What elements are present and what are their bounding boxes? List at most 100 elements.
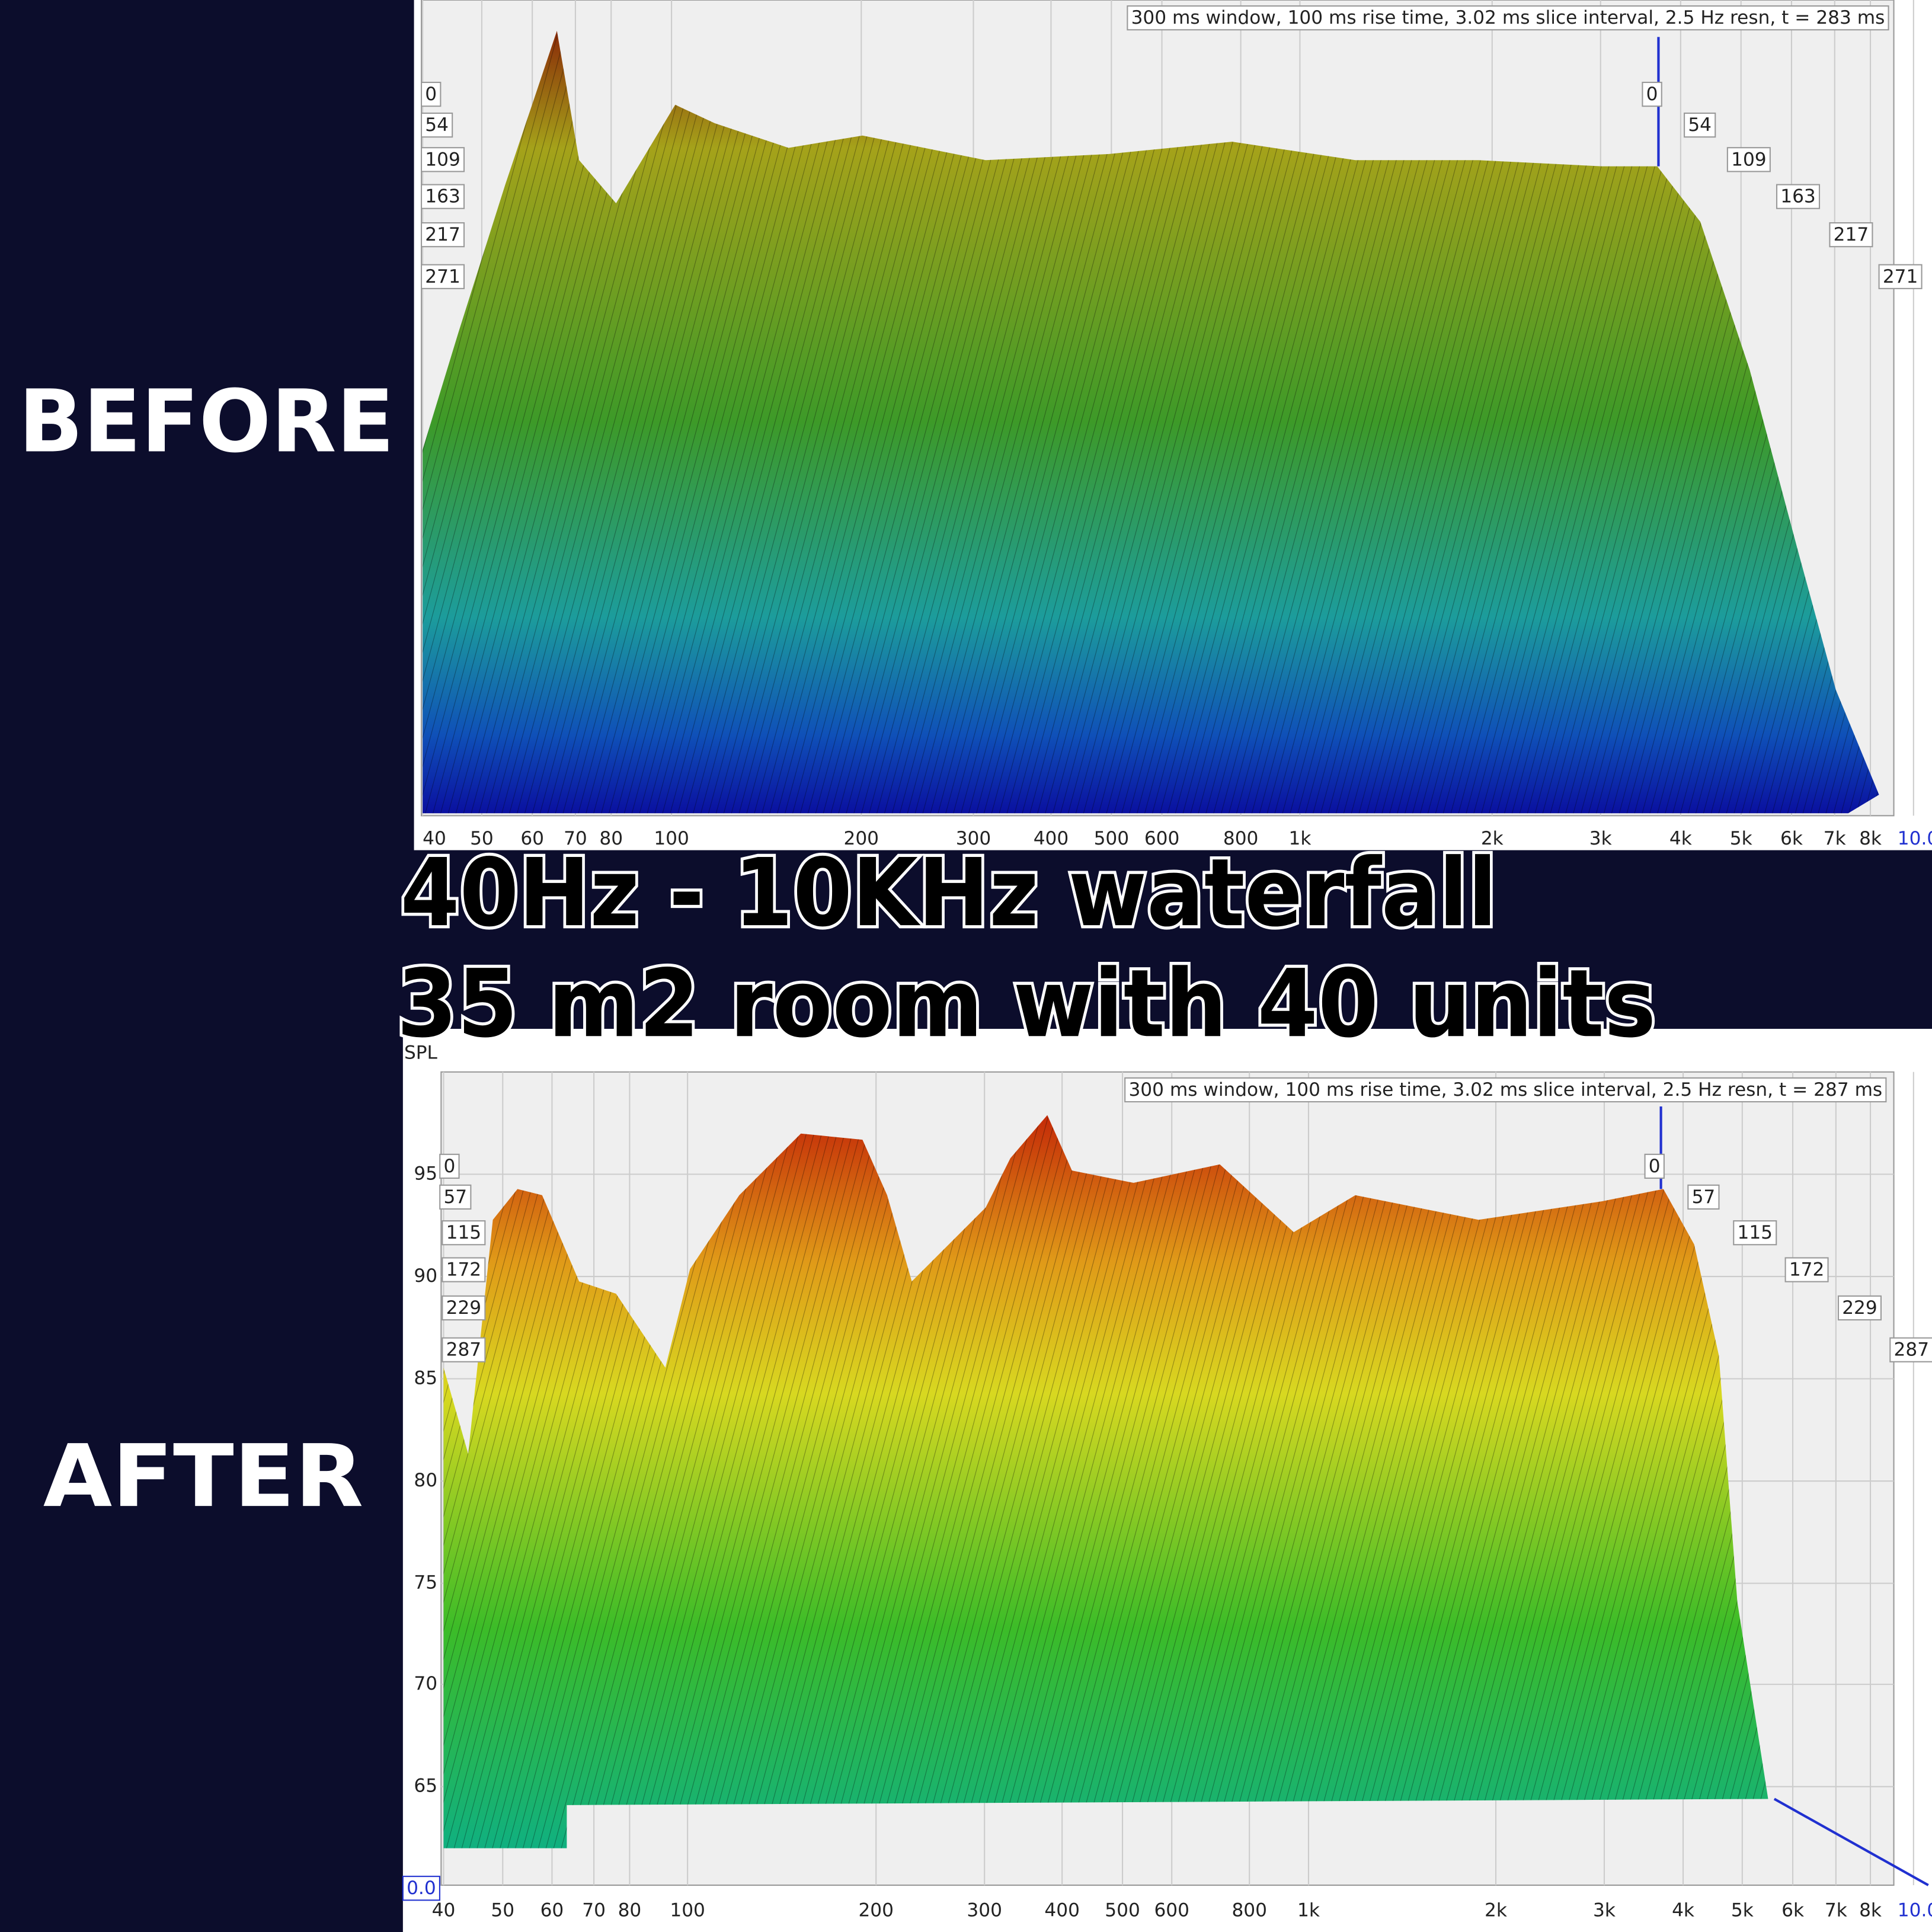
time-label: 271 [425,266,460,287]
x-tick-label: 2k [1485,1900,1507,1921]
time-label: 163 [425,186,460,207]
label-box [1644,1153,1665,1179]
label-box [442,1257,486,1282]
y-axis-label: SPL [404,1042,438,1064]
x-tick-label: 40 [432,1900,456,1921]
label-box [1776,184,1821,209]
x-tick-label: 5k [1730,828,1752,849]
x-tick-label: 800 [1223,828,1259,849]
x-tick-label: 1k [1288,828,1311,849]
label-box [1837,1295,1882,1321]
y-tick-label: 90 [414,1265,437,1287]
before-label: BEFORE [18,372,394,472]
surface-lines [443,1115,1768,1848]
x-tick-label: 60 [520,828,544,849]
y-tick-label: 70 [414,1673,437,1694]
time-label: 115 [1738,1222,1773,1243]
label-box [421,147,465,172]
x-tick-label: 70 [564,828,587,849]
x-tick-label: 7k [1825,1900,1847,1921]
x-tick-label: 400 [1034,828,1069,849]
label-box [442,1337,486,1362]
x-tick-label: 600 [1154,1900,1189,1921]
x-tick-label: 5k [1731,1900,1754,1921]
surface-lines [423,30,1879,814]
time-label: 217 [425,224,460,245]
x-tick-label: 60 [540,1900,564,1921]
x-tick-label: 100 [654,828,689,849]
x-tick-label: 4k [1672,1900,1694,1921]
x-tick-label: 10.0 [1898,1900,1932,1921]
time-label: 0 [425,84,437,105]
time-label: 54 [1688,114,1712,136]
corner-label: 0.0 [407,1877,436,1899]
label-box [1733,1220,1777,1246]
after-label: AFTER [43,1426,364,1527]
title-line-2: 35 m2 room with 40 units [396,949,1656,1058]
label-box [1889,1337,1932,1362]
x-tick-label: 200 [844,828,879,849]
x-tick-label: 300 [956,828,991,849]
label-box [1642,81,1662,107]
time-label: 172 [446,1259,482,1281]
x-tick-label: 200 [858,1900,894,1921]
y-tick-label: 65 [414,1776,437,1797]
time-label: 109 [425,149,460,170]
info-text: 300 ms window, 100 ms rise time, 3.02 ms… [1131,7,1885,28]
x-tick-label: 70 [582,1900,606,1921]
label-box [421,264,465,289]
label-box [1726,147,1771,172]
x-tick-label: 7k [1824,828,1846,849]
y-tick-label: 75 [414,1572,437,1594]
time-label: 115 [446,1222,482,1243]
info-text: 300 ms window, 100 ms rise time, 3.02 ms… [1128,1079,1882,1101]
label-box [442,1220,486,1246]
time-label: 287 [446,1339,482,1361]
time-label: 57 [443,1186,467,1208]
time-label: 0 [1646,84,1658,105]
x-tick-label: 500 [1094,828,1130,849]
label-box [421,222,465,248]
x-tick-label: 500 [1105,1900,1140,1921]
x-tick-label: 80 [618,1900,642,1921]
time-label: 0 [1649,1156,1661,1177]
label-box [402,1876,440,1901]
x-tick-label: 2k [1481,828,1504,849]
x-tick-label: 1k [1297,1900,1320,1921]
title-line-1: 40Hz - 10KHz waterfall [401,839,1497,948]
y-tick-label: 80 [414,1470,437,1491]
label-box [1687,1184,1720,1210]
x-tick-label: 800 [1232,1900,1267,1921]
time-label: 163 [1780,186,1816,207]
label-box [421,184,465,209]
x-tick-label: 3k [1593,1900,1616,1921]
label-box [439,1184,472,1210]
label-box [1684,112,1716,138]
x-tick-label: 6k [1780,828,1803,849]
x-tick-label: 600 [1144,828,1180,849]
label-box [421,112,453,138]
time-label: 57 [1692,1186,1716,1208]
y-tick-label: 85 [414,1367,437,1389]
label-box [1124,1077,1887,1103]
x-tick-label: 8k [1859,828,1882,849]
x-tick-label: 4k [1669,828,1692,849]
x-tick-label: 8k [1859,1900,1882,1921]
time-label: 172 [1789,1259,1825,1281]
x-tick-label: 3k [1589,828,1612,849]
label-box [1829,222,1873,248]
x-tick-label: 10.0 [1898,828,1932,849]
x-tick-label: 50 [470,828,494,849]
time-label: 217 [1834,224,1869,245]
time-label: 229 [1842,1297,1877,1319]
label-box [439,1153,460,1179]
label-box [1127,5,1889,31]
time-label: 229 [446,1297,482,1319]
time-label: 287 [1894,1339,1930,1361]
y-tick-label: 95 [414,1163,437,1184]
x-tick-label: 40 [423,828,446,849]
time-label: 109 [1731,149,1767,170]
x-tick-label: 300 [967,1900,1002,1921]
